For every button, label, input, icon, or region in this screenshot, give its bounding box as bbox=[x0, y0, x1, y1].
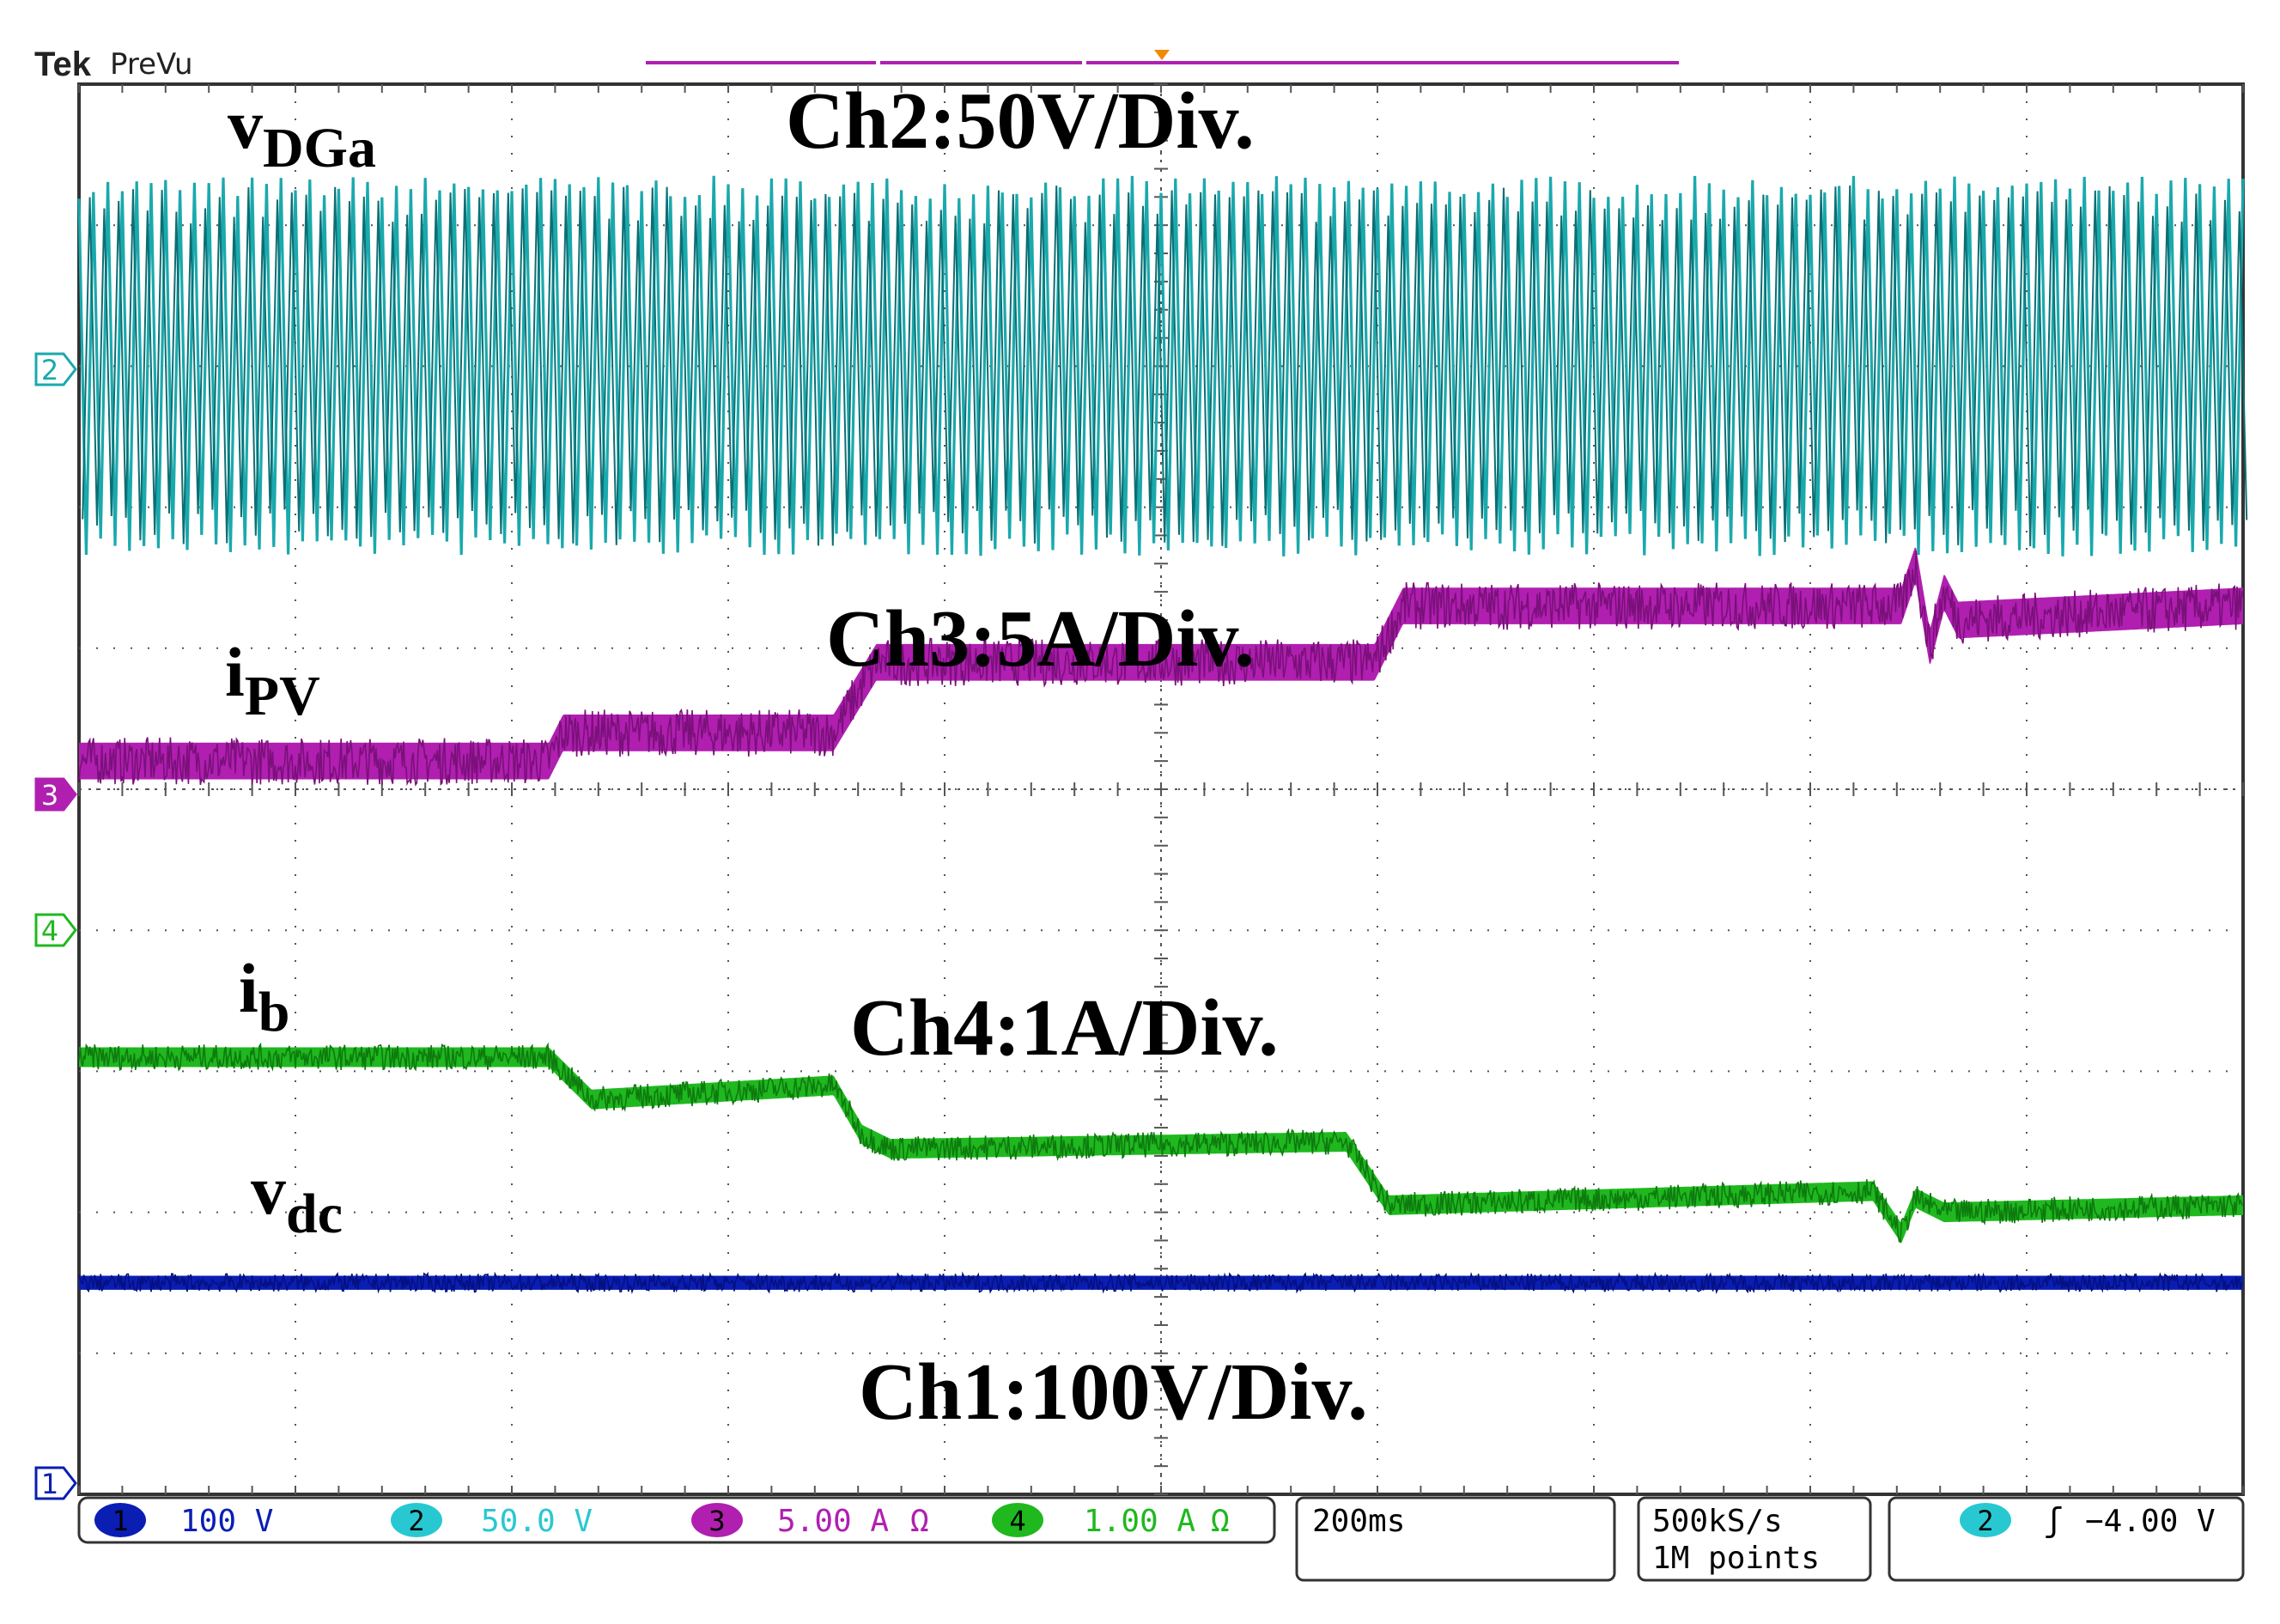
scale-annotation-ib: Ch4:1A/Div. bbox=[850, 983, 1279, 1073]
channel-2-badge bbox=[391, 1503, 442, 1537]
channel-4-ohm-icon: Ω bbox=[1211, 1504, 1230, 1539]
trace-label-main: v bbox=[251, 1151, 286, 1229]
trace-iPV-band bbox=[79, 547, 2243, 780]
acquisition-setting[interactable]: 500kS/s 1M points bbox=[1637, 1496, 1872, 1582]
trace-label-iPV: iPV bbox=[225, 633, 320, 727]
trace-label-sub: PV bbox=[245, 665, 320, 727]
channel-3-number: 3 bbox=[708, 1505, 725, 1537]
trace-label-main: v bbox=[228, 85, 263, 163]
timebase-value: 200ms bbox=[1312, 1504, 1405, 1539]
channel-marker-number: 4 bbox=[41, 915, 58, 947]
record-length: 1M points bbox=[1652, 1541, 1820, 1576]
channel-marker-number: 3 bbox=[41, 779, 58, 812]
channel-4-marker[interactable]: 4 bbox=[34, 913, 77, 947]
channel-3-setting[interactable]: 3 5.00 A Ω bbox=[691, 1503, 929, 1539]
channel-marker-layer: 2 3 4 1 bbox=[34, 352, 77, 1500]
trigger-slope-icon: ʃ bbox=[2044, 1501, 2064, 1539]
channel-4-number: 4 bbox=[1009, 1505, 1025, 1537]
channel-3-badge bbox=[691, 1503, 743, 1537]
channel-marker-arrow-icon bbox=[34, 352, 77, 386]
channel-marker-number: 2 bbox=[41, 354, 58, 386]
channel-2-marker[interactable]: 2 bbox=[34, 352, 77, 386]
brand-logo: Tek bbox=[34, 46, 92, 83]
trace-vDGa bbox=[77, 175, 2245, 557]
channel-4-setting[interactable]: 4 1.00 A Ω bbox=[992, 1503, 1230, 1539]
channel-3-ohm-icon: Ω bbox=[910, 1504, 929, 1539]
channel-3-scale: 5.00 A bbox=[777, 1504, 889, 1539]
channel-4-scale: 1.00 A bbox=[1084, 1504, 1195, 1539]
channel-marker-number: 1 bbox=[41, 1468, 58, 1500]
sample-rate: 500kS/s bbox=[1652, 1504, 1783, 1539]
trace-label-main: i bbox=[239, 949, 258, 1027]
trace-label-sub: b bbox=[258, 981, 290, 1043]
scale-annotation-vdc: Ch1:100V/Div. bbox=[859, 1347, 1368, 1437]
channel-marker-arrow-icon bbox=[34, 777, 77, 812]
channel-marker-arrow-icon bbox=[34, 913, 77, 947]
trace-layer bbox=[77, 175, 2248, 1295]
trigger-channel-badge bbox=[1960, 1503, 2011, 1537]
trace-vdc bbox=[78, 1271, 2243, 1295]
trace-label-sub: DGa bbox=[263, 117, 376, 179]
channel-2-setting[interactable]: 2 50.0 V bbox=[391, 1503, 593, 1539]
channel-1-number: 1 bbox=[112, 1505, 128, 1537]
scale-annotation-iPV: Ch3:5A/Div. bbox=[826, 594, 1255, 684]
trace-label-sub: dc bbox=[286, 1183, 343, 1245]
channel-2-scale: 50.0 V bbox=[481, 1504, 593, 1539]
channel-1-marker[interactable]: 1 bbox=[34, 1466, 77, 1500]
trace-label-vDGa: vDGa bbox=[228, 85, 376, 179]
trace-label-vdc: vdc bbox=[251, 1151, 343, 1245]
status-bar: 1 100 V 2 50.0 V 3 5.00 A Ω 4 1.00 A Ω 2… bbox=[77, 1496, 2245, 1582]
prevu-label: PreVu bbox=[110, 47, 193, 82]
channel-3-marker[interactable]: 3 bbox=[34, 777, 77, 812]
channel-1-badge bbox=[94, 1503, 146, 1537]
channel-1-setting[interactable]: 1 100 V bbox=[94, 1503, 273, 1539]
scale-annotation-vDGa: Ch2:50V/Div. bbox=[786, 76, 1255, 166]
trigger-point-icon[interactable] bbox=[1154, 50, 1170, 60]
trace-ib bbox=[78, 1042, 2244, 1244]
trace-vDGa-overlay bbox=[82, 185, 2248, 547]
channel-4-badge bbox=[992, 1503, 1043, 1537]
trace-label-ib: ib bbox=[239, 949, 290, 1043]
channel-settings-box bbox=[77, 1496, 1276, 1544]
channel-marker-arrow-icon bbox=[34, 1466, 77, 1500]
trigger-position-bar bbox=[646, 50, 1679, 64]
channel-2-number: 2 bbox=[408, 1505, 424, 1537]
trigger-level: −4.00 V bbox=[2085, 1504, 2216, 1539]
trace-label-main: i bbox=[225, 633, 245, 711]
trace-iPV bbox=[78, 550, 2244, 787]
trigger-setting[interactable]: 2 ʃ −4.00 V bbox=[1888, 1496, 2245, 1582]
channel-1-scale: 100 V bbox=[180, 1504, 273, 1539]
timebase-setting[interactable]: 200ms bbox=[1295, 1496, 1616, 1582]
trigger-channel: 2 bbox=[1977, 1505, 1993, 1537]
